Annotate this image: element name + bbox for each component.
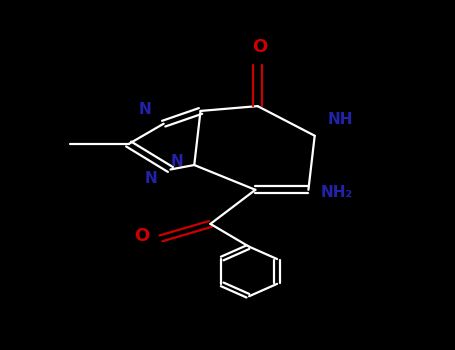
Text: N: N: [170, 154, 183, 169]
Text: O: O: [252, 38, 268, 56]
Text: NH: NH: [327, 112, 353, 127]
Text: N: N: [138, 103, 151, 118]
Text: O: O: [135, 226, 150, 245]
Text: N: N: [145, 171, 158, 186]
Text: NH₂: NH₂: [321, 185, 353, 200]
